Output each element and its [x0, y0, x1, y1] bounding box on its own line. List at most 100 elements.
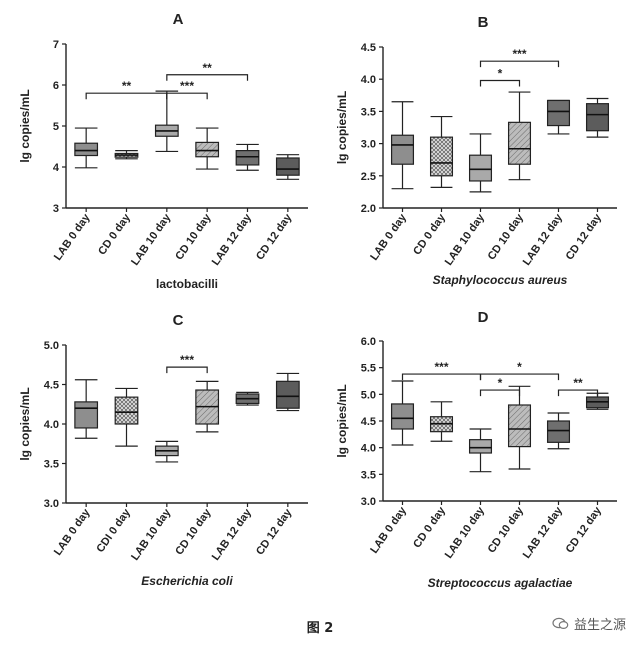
- significance-label: ***: [434, 360, 448, 374]
- chart-panel-c: C 3.0 3.5 4.0 4.5 5.0 lg copies/mL LAB 0 day CDI…: [18, 312, 308, 588]
- y-tick-label: 5.5: [361, 363, 376, 375]
- box-6: [585, 97, 610, 138]
- box-4: [507, 385, 532, 470]
- chart-title: Escherichia coli: [141, 574, 233, 588]
- x-tick-label: LAB 10 day: [129, 506, 174, 563]
- figure-caption: 图 2: [306, 621, 334, 636]
- y-tick-label: 4.5: [361, 416, 376, 428]
- significance-label: ***: [180, 353, 194, 367]
- box-2: [429, 401, 454, 442]
- box-iqr: [585, 103, 610, 132]
- x-tick-label: LAB 0 day: [368, 504, 409, 556]
- box-iqr: [546, 420, 571, 443]
- box-iqr: [429, 136, 454, 177]
- x-tick-label: CD 10 day: [486, 504, 527, 555]
- x-tick-label: LAB 0 day: [52, 506, 93, 558]
- significance-bracket: [401, 373, 482, 381]
- y-tick-label: 5: [53, 121, 59, 133]
- significance-bracket: [85, 92, 168, 100]
- wechat-icon: [552, 617, 569, 630]
- x-tick-label: CD 12 day: [564, 211, 605, 262]
- x-tick-label: CD 10 day: [173, 506, 214, 557]
- significance-label: ***: [180, 79, 194, 93]
- y-tick-label: 6: [53, 80, 59, 92]
- x-tick-label: LAB 12 day: [210, 211, 255, 268]
- x-tick-label: CD 0 day: [411, 211, 448, 257]
- y-tick-label: 7: [53, 39, 59, 51]
- x-tick-label: CD 0 day: [96, 211, 133, 257]
- significance-bracket: [479, 389, 521, 397]
- x-tick-label: CDI 0 day: [94, 506, 133, 555]
- panel-label: A: [173, 11, 184, 28]
- box-iqr: [468, 154, 493, 182]
- box-iqr: [235, 150, 260, 166]
- y-tick-label: 4.0: [44, 419, 59, 431]
- box-5: [235, 143, 260, 171]
- y-tick-label: 5.0: [44, 340, 59, 352]
- chart-panel-d: D 3.0 3.5 4.0 4.5 5.0 5.5 6.0 lg copies/mL LAB 0 …: [335, 309, 617, 590]
- y-tick-label: 5.0: [361, 389, 376, 401]
- chart-panel-b: B 2.0 2.5 3.0 3.5 4.0 4.5 lg copies/mL LAB 0 day…: [335, 14, 617, 287]
- significance-label: *: [517, 360, 522, 374]
- y-tick-label: 3.5: [361, 106, 376, 118]
- x-tick-label: LAB 12 day: [521, 504, 566, 561]
- box-2: [114, 387, 139, 447]
- y-tick-label: 3.0: [361, 139, 376, 151]
- box-5: [546, 99, 571, 135]
- y-tick-label: 3.5: [44, 459, 59, 471]
- significance-bracket: [479, 79, 521, 87]
- chart-title: Staphylococcus aureus: [433, 273, 568, 287]
- box-iqr: [390, 403, 415, 430]
- panel-label: B: [478, 14, 489, 31]
- significance-label: ***: [512, 47, 526, 61]
- box-1: [390, 380, 415, 446]
- y-axis-label: lg copies/mL: [18, 89, 32, 162]
- significance-bracket: [479, 60, 560, 68]
- box-iqr: [468, 439, 493, 454]
- x-tick-label: CD 12 day: [254, 506, 295, 557]
- significance-label: **: [573, 376, 583, 390]
- box-3: [154, 440, 179, 463]
- y-tick-label: 3.0: [44, 498, 59, 510]
- box-iqr: [546, 99, 571, 127]
- y-tick-label: 3: [53, 203, 59, 215]
- x-tick-label: CD 12 day: [564, 504, 605, 555]
- x-tick-label: CD 10 day: [486, 211, 527, 262]
- box-iqr: [275, 380, 300, 409]
- y-tick-label: 2.5: [361, 171, 376, 183]
- y-tick-label: 3.0: [361, 496, 376, 508]
- x-tick-label: CD 0 day: [411, 504, 448, 550]
- x-tick-label: LAB 10 day: [443, 211, 488, 268]
- watermark-text: 益生之源: [573, 618, 626, 633]
- significance-bracket: [557, 389, 599, 397]
- significance-label: **: [202, 61, 212, 75]
- box-2: [429, 115, 454, 188]
- box-1: [390, 101, 415, 190]
- x-tick-label: LAB 0 day: [368, 211, 409, 263]
- significance-label: *: [498, 66, 503, 80]
- box-2: [114, 150, 139, 160]
- y-tick-label: 4.5: [361, 42, 376, 54]
- x-tick-label: CD 12 day: [254, 211, 295, 262]
- box-5: [546, 412, 571, 450]
- box-3: [468, 428, 493, 473]
- chart-title: lactobacilli: [156, 277, 218, 291]
- chart-title: Streptococcus agalactiae: [428, 576, 573, 590]
- x-tick-label: LAB 12 day: [521, 211, 566, 268]
- box-iqr: [390, 134, 415, 165]
- y-axis-label: lg copies/mL: [18, 387, 32, 460]
- box-iqr: [114, 396, 139, 425]
- y-tick-label: 4.5: [44, 380, 59, 392]
- box-6: [275, 154, 300, 180]
- y-tick-label: 4.0: [361, 74, 376, 86]
- box-4: [507, 91, 532, 181]
- box-iqr: [74, 142, 99, 157]
- significance-bracket: [166, 366, 208, 374]
- box-iqr: [507, 404, 532, 448]
- box-1: [74, 127, 99, 169]
- y-axis-label: lg copies/mL: [335, 91, 349, 164]
- box-4: [195, 127, 220, 170]
- y-tick-label: 4.0: [361, 443, 376, 455]
